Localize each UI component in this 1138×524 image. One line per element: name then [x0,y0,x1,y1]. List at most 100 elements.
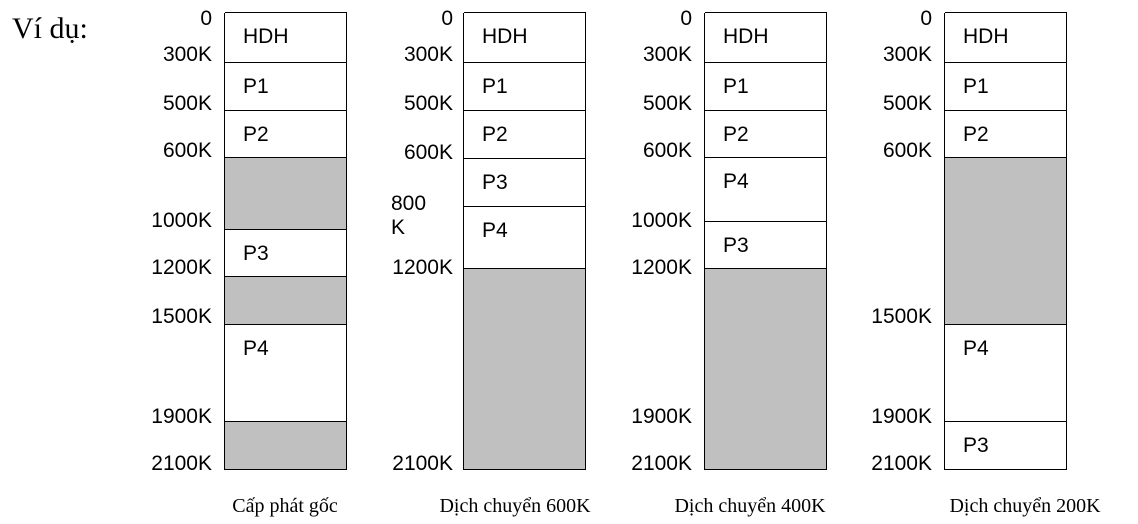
segment-label: HDH [482,25,528,48]
memory-block-segment: P1 [225,63,347,111]
segment-boundary-line [464,110,586,112]
memory-block-segment: P1 [705,63,827,111]
address-label: 800 K [391,192,427,239]
memory-block-segment: P3 [705,222,827,269]
address-label: 300K [882,43,932,66]
memory-block-segment: P2 [945,111,1067,158]
segment-boundary-line [225,421,347,423]
address-label: 600K [882,139,932,162]
memory-block-segment: P3 [225,230,347,277]
column-left-border [704,13,706,470]
segment-boundary-line [464,62,586,64]
address-label: 600K [403,141,453,164]
memory-block-segment: P4 [705,158,827,222]
segment-label: P4 [482,219,508,242]
segment-boundary-line [225,157,347,159]
memory-block-segment: P4 [464,207,586,269]
column-right-border [585,13,587,470]
memory-block-segment: HDH [225,13,347,63]
segment-label: P1 [482,75,508,98]
address-label: 500K [642,92,692,115]
free-hole-segment [705,269,827,470]
column-caption: Dịch chuyển 200K [949,495,1101,517]
free-hole-segment [464,269,586,470]
column-caption: Dịch chuyển 400K [674,495,826,517]
free-hole-segment [225,422,347,470]
address-label: 1200K [151,256,212,279]
segment-boundary-line [945,110,1067,112]
segment-boundary-line [464,206,586,208]
memory-block-segment: P1 [464,63,586,111]
memory-block-segment: P4 [945,325,1067,422]
segment-label: HDH [963,25,1009,48]
address-label: 300K [642,43,692,66]
memory-block-segment: HDH [464,13,586,63]
address-label: 1200K [392,256,453,279]
memory-block-segment: P3 [945,422,1067,470]
segment-label: HDH [723,25,769,48]
column-right-border [346,13,348,470]
segment-boundary-line [225,469,347,471]
address-label: 1000K [631,209,692,232]
segment-boundary-line [225,62,347,64]
memory-block-segment: P2 [464,111,586,159]
column-left-border [463,13,465,470]
segment-label: P1 [963,75,989,98]
segment-label: P2 [243,123,269,146]
segment-boundary-line [225,324,347,326]
address-label: 2100K [631,452,692,475]
segment-boundary-line [945,421,1067,423]
segment-boundary-line [464,12,586,14]
column-right-border [826,13,828,470]
segment-label: HDH [243,25,289,48]
segment-boundary-line [705,110,827,112]
address-label: 300K [162,43,212,66]
segment-label: P2 [723,123,749,146]
segment-boundary-line [945,62,1067,64]
address-label: 500K [403,92,453,115]
segment-boundary-line [464,268,586,270]
memory-block-segment: P4 [225,325,347,422]
free-hole-segment [945,158,1067,325]
address-label: 0 [920,7,932,30]
free-hole-segment [225,158,347,230]
segment-boundary-line [225,229,347,231]
address-label: 2100K [392,452,453,475]
segment-boundary-line [945,157,1067,159]
column-left-border [224,13,226,470]
segment-label: P4 [723,170,749,193]
address-label: 600K [162,139,212,162]
segment-label: P4 [963,337,989,360]
address-label: 1500K [151,305,212,328]
segment-boundary-line [464,158,586,160]
memory-block-segment: P2 [225,111,347,158]
segment-label: P1 [723,75,749,98]
segment-label: P2 [482,123,508,146]
segment-boundary-line [705,157,827,159]
segment-label: P3 [963,434,989,457]
segment-boundary-line [705,62,827,64]
address-label: 1900K [631,405,692,428]
address-label: 2100K [871,452,932,475]
segment-boundary-line [705,469,827,471]
column-right-border [1066,13,1068,470]
address-label: 500K [882,92,932,115]
column-caption: Cấp phát gốc [232,495,338,517]
segment-label: P3 [723,234,749,257]
segment-boundary-line [945,12,1067,14]
address-label: 1900K [871,405,932,428]
column-caption: Dịch chuyển 600K [439,495,591,517]
column-left-border [944,13,946,470]
memory-block-segment: P3 [464,159,586,207]
address-label: 500K [162,92,212,115]
segment-boundary-line [705,12,827,14]
memory-block-segment: P2 [705,111,827,158]
segment-boundary-line [705,221,827,223]
segment-boundary-line [225,12,347,14]
segment-label: P4 [243,337,269,360]
memory-block-segment: HDH [705,13,827,63]
memory-block-segment: P1 [945,63,1067,111]
segment-boundary-line [945,324,1067,326]
segment-label: P3 [482,171,508,194]
free-hole-segment [225,277,347,325]
